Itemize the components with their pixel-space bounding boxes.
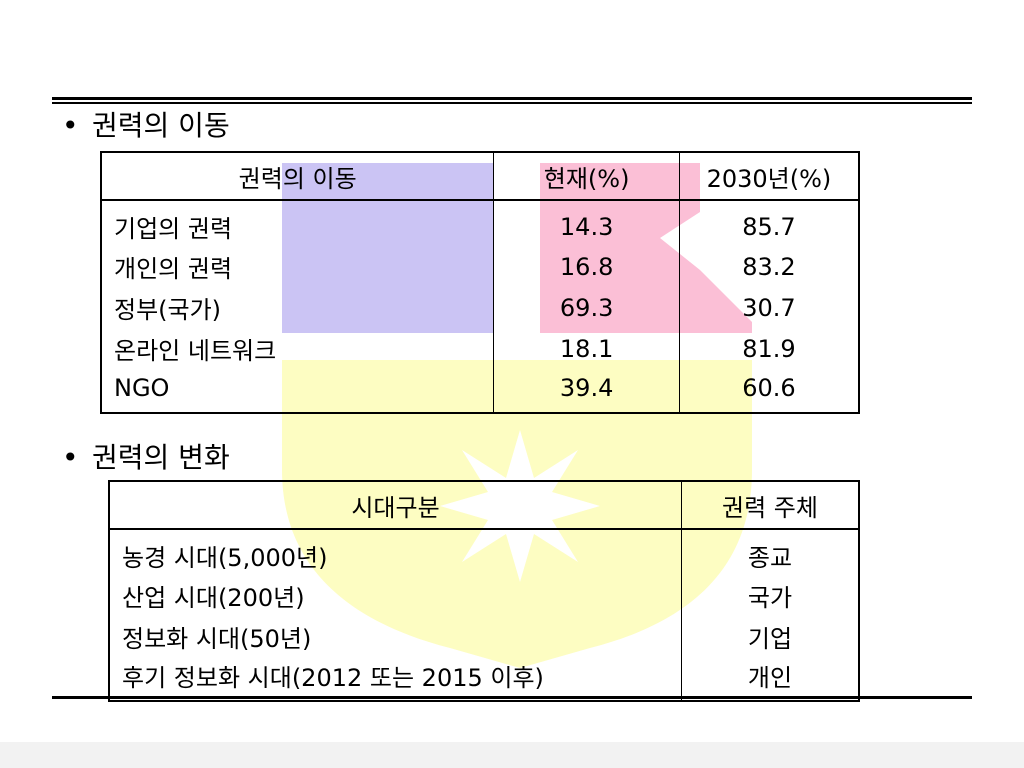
- header-rule: [52, 97, 972, 100]
- table-row: 정보화 시대(50년) 기업: [108, 616, 860, 657]
- bullet-icon: •: [62, 109, 79, 142]
- table-row: 농경 시대(5,000년) 종교: [108, 529, 860, 575]
- table-row: NGO 39.4 60.6: [100, 369, 860, 413]
- table-row: 기업의 권력 14.3 85.7: [100, 200, 860, 246]
- current-value: 39.4: [493, 369, 680, 413]
- current-value: 18.1: [493, 328, 680, 369]
- table-row: 온라인 네트워크 18.1 81.9: [100, 328, 860, 369]
- column-header: 권력 주체: [680, 481, 860, 530]
- future-value: 81.9: [678, 328, 860, 369]
- row-label: NGO: [100, 369, 495, 413]
- future-value: 60.6: [678, 369, 860, 413]
- era-label: 정보화 시대(50년): [108, 616, 682, 657]
- section-title: 권력의 이동: [92, 109, 230, 142]
- column-header: 2030년(%): [678, 152, 860, 201]
- power-subject: 개인: [680, 657, 860, 701]
- current-value: 69.3: [493, 287, 680, 328]
- table-row: 정부(국가) 69.3 30.7: [100, 287, 860, 328]
- table-row: 개인의 권력 16.8 83.2: [100, 246, 860, 287]
- bullet-icon: •: [62, 441, 79, 474]
- row-label: 온라인 네트워크: [100, 328, 495, 369]
- header-rule-thin: [52, 102, 972, 104]
- section-heading-power-change: • 권력의 변화: [62, 440, 230, 476]
- current-value: 16.8: [493, 246, 680, 287]
- power-shift-table: 권력의 이동 현재(%) 2030년(%) 기업의 권력 14.3 85.7 개…: [100, 151, 860, 414]
- row-label: 정부(국가): [100, 287, 495, 328]
- column-header: 시대구분: [108, 481, 682, 530]
- power-subject: 국가: [680, 575, 860, 616]
- power-change-table: 시대구분 권력 주체 농경 시대(5,000년) 종교 산업 시대(200년) …: [108, 480, 860, 702]
- section-heading-power-shift: • 권력의 이동: [62, 108, 230, 144]
- future-value: 30.7: [678, 287, 860, 328]
- table-row: 산업 시대(200년) 국가: [108, 575, 860, 616]
- column-header: 현재(%): [493, 152, 680, 201]
- column-header: 권력의 이동: [100, 152, 495, 201]
- power-subject: 종교: [680, 529, 860, 575]
- footer-band: [0, 742, 1024, 768]
- era-label: 산업 시대(200년): [108, 575, 682, 616]
- table-header-row: 권력의 이동 현재(%) 2030년(%): [100, 152, 860, 201]
- footer-rule: [52, 696, 972, 699]
- table-row: 후기 정보화 시대(2012 또는 2015 이후) 개인: [108, 657, 860, 701]
- future-value: 83.2: [678, 246, 860, 287]
- era-label: 후기 정보화 시대(2012 또는 2015 이후): [108, 657, 682, 701]
- era-label: 농경 시대(5,000년): [108, 529, 682, 575]
- current-value: 14.3: [493, 200, 680, 246]
- row-label: 기업의 권력: [100, 200, 495, 246]
- table-header-row: 시대구분 권력 주체: [108, 481, 860, 530]
- power-subject: 기업: [680, 616, 860, 657]
- row-label: 개인의 권력: [100, 246, 495, 287]
- section-title: 권력의 변화: [92, 441, 230, 474]
- future-value: 85.7: [678, 200, 860, 246]
